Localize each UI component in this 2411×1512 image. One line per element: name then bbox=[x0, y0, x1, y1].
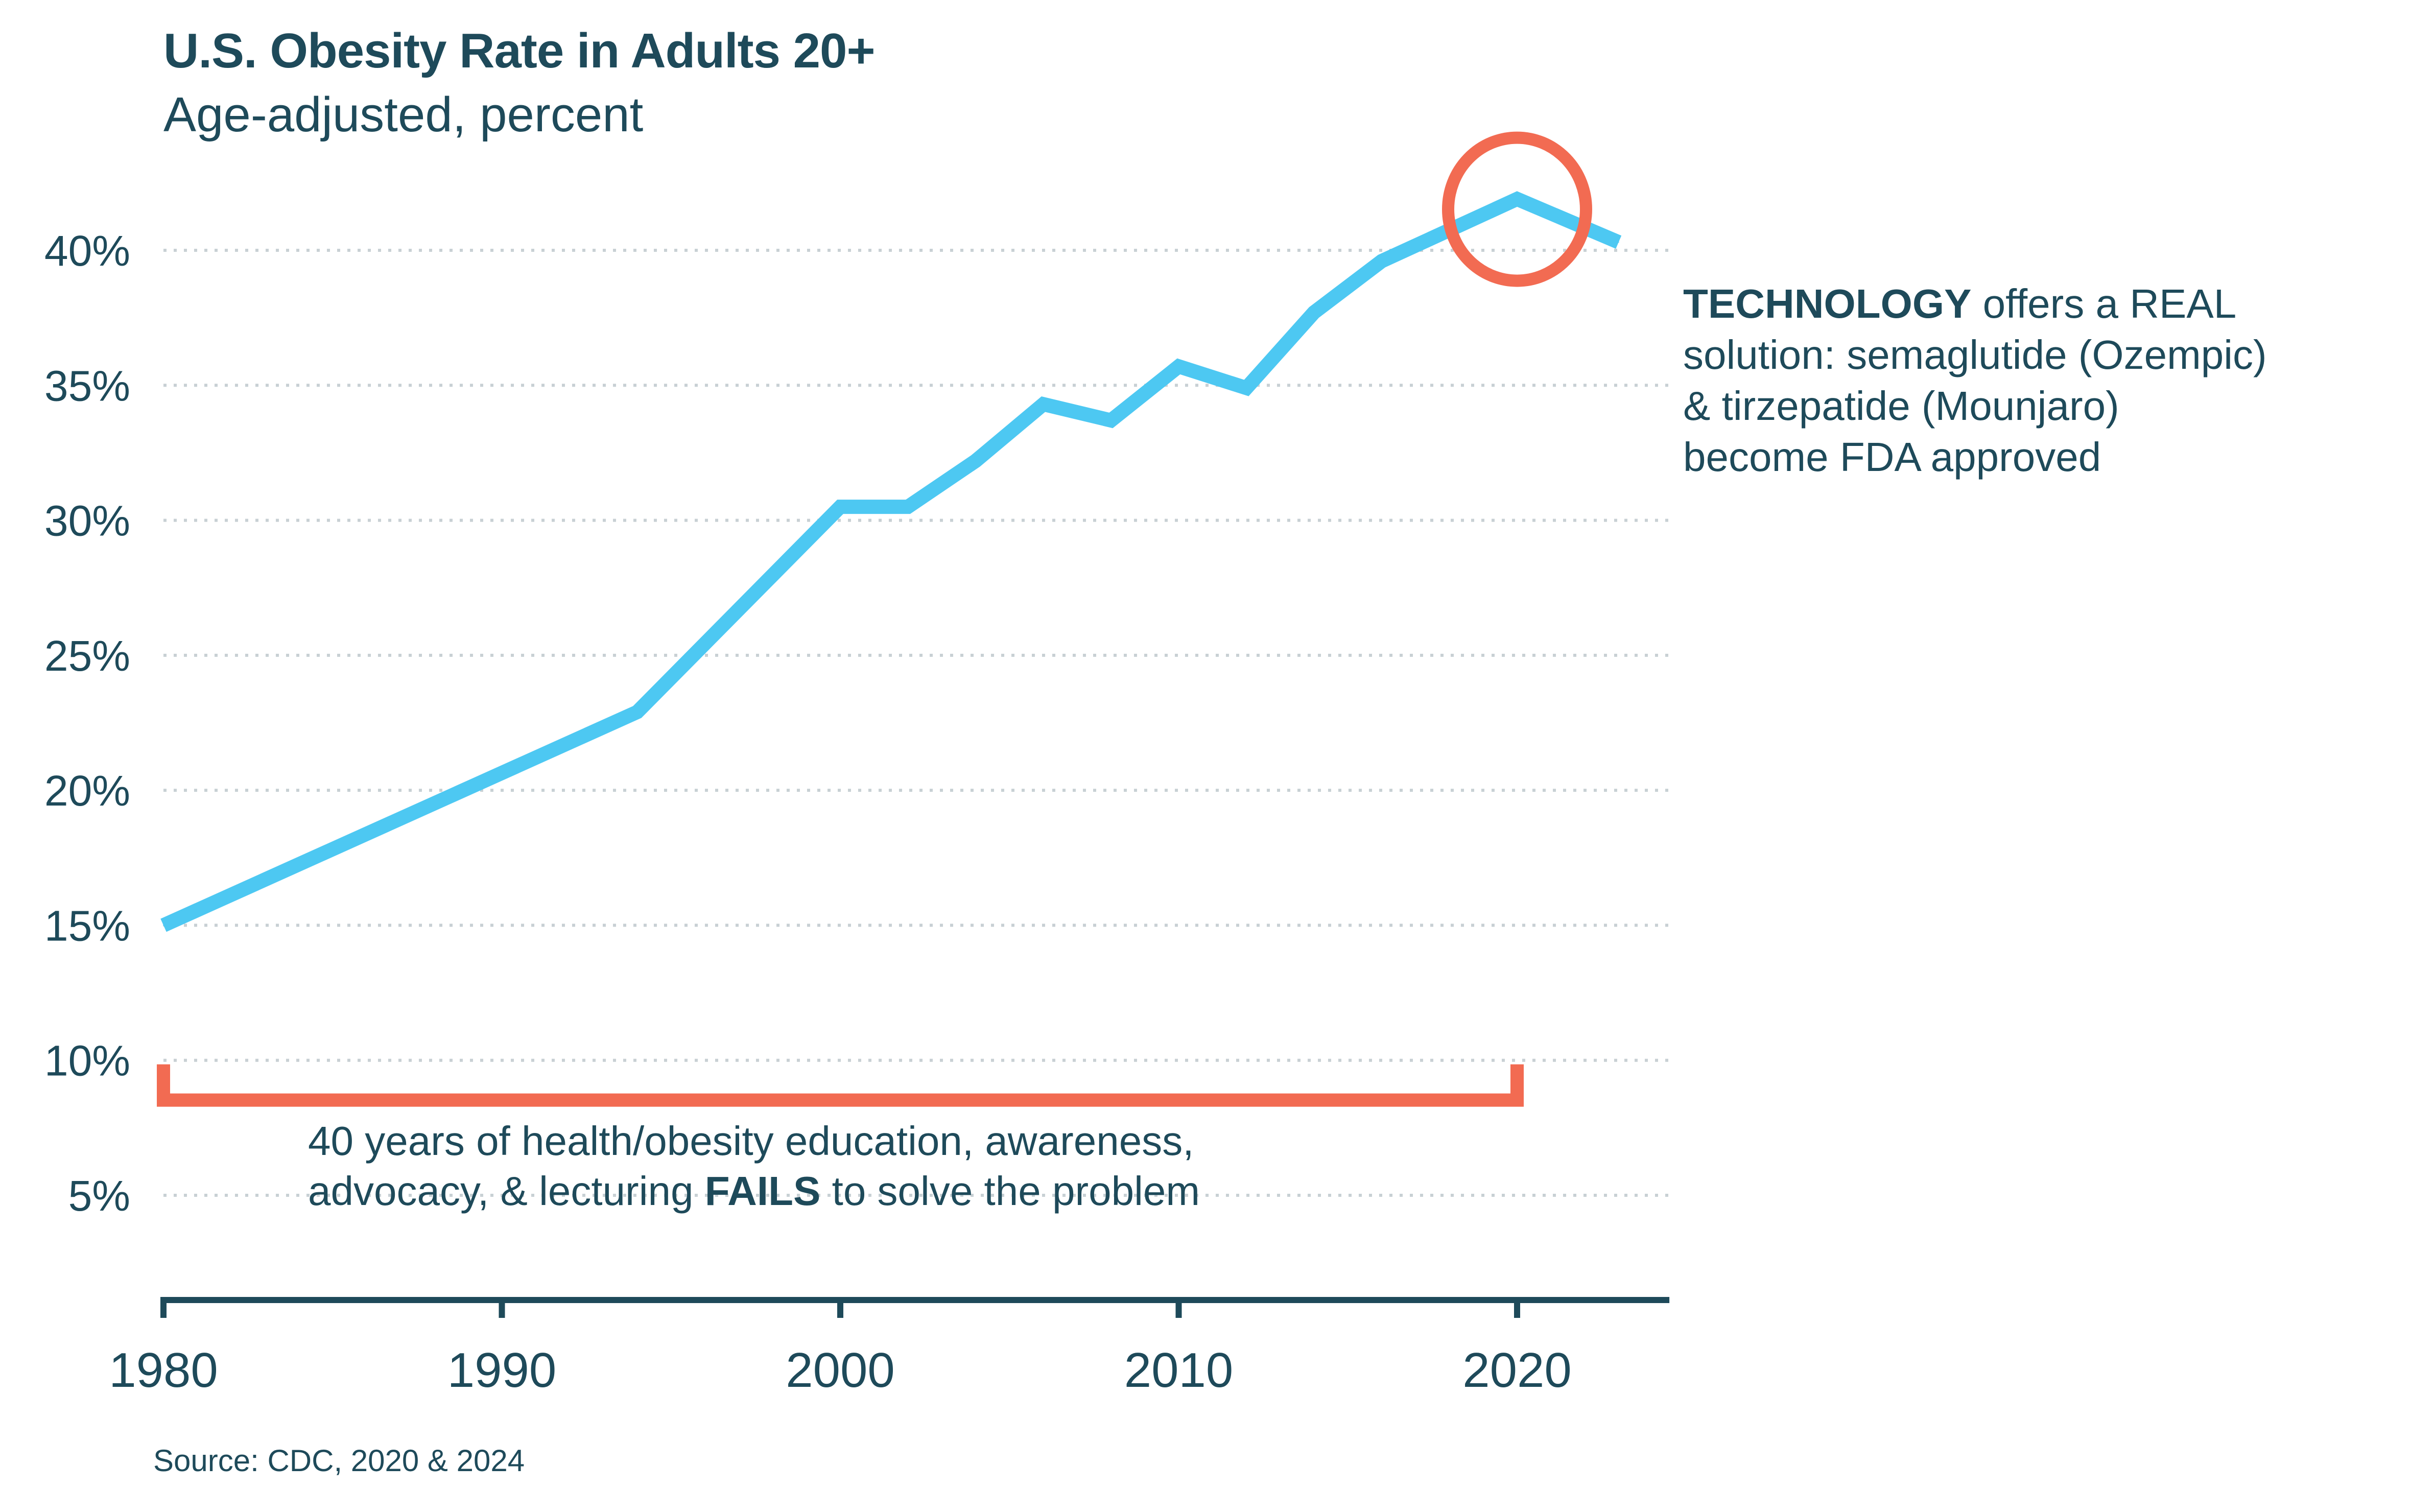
y-tick-label: 35% bbox=[44, 362, 130, 410]
data-point bbox=[907, 506, 909, 508]
data-point bbox=[1110, 420, 1112, 421]
y-tick-label: 10% bbox=[44, 1037, 130, 1085]
annotation-text: to solve the problem bbox=[820, 1168, 1200, 1214]
chart-subtitle: Age-adjusted, percent bbox=[163, 87, 644, 142]
chart-title: U.S. Obesity Rate in Adults 20+ bbox=[163, 23, 875, 78]
data-point bbox=[1246, 387, 1247, 389]
y-tick-label: 15% bbox=[44, 902, 130, 950]
x-tick-label: 2000 bbox=[786, 1343, 895, 1398]
annotation-text: solution: semaglutide (Ozempic) bbox=[1683, 332, 2267, 377]
annotation-bold-technology: TECHNOLOGY bbox=[1683, 281, 1972, 326]
bracket bbox=[157, 1064, 1524, 1107]
data-point bbox=[636, 711, 638, 713]
technology-annotation: TECHNOLOGY offers a REAL solution: semag… bbox=[1683, 278, 2408, 483]
education-annotation: 40 years of health/obesity education, aw… bbox=[308, 1116, 1483, 1216]
data-point bbox=[1313, 312, 1315, 313]
annotation-text: offers a REAL bbox=[1971, 281, 2237, 326]
data-point bbox=[163, 925, 164, 926]
annotation-text: 40 years of health/obesity education, aw… bbox=[308, 1118, 1194, 1164]
x-tick-label: 1980 bbox=[109, 1343, 218, 1398]
y-tick-label: 40% bbox=[44, 227, 130, 275]
series-line-obesity-rate bbox=[160, 191, 1622, 932]
data-point bbox=[975, 460, 976, 462]
y-tick-label: 30% bbox=[44, 497, 130, 545]
data-point bbox=[1381, 261, 1382, 262]
data-point bbox=[1517, 198, 1518, 200]
x-tick-label: 1990 bbox=[447, 1343, 557, 1398]
annotation-bold-fails: FAILS bbox=[704, 1168, 821, 1214]
x-tick-label: 2010 bbox=[1124, 1343, 1234, 1398]
data-point bbox=[1178, 366, 1179, 367]
x-tick-label: 2020 bbox=[1462, 1343, 1572, 1398]
data-point bbox=[1618, 242, 1619, 243]
y-tick-label: 5% bbox=[68, 1172, 130, 1220]
y-tick-label: 25% bbox=[44, 632, 130, 680]
y-tick-label: 20% bbox=[44, 767, 130, 815]
data-point bbox=[840, 506, 841, 508]
source-note: Source: CDC, 2020 & 2024 bbox=[153, 1444, 525, 1478]
data-point bbox=[1043, 404, 1044, 405]
annotation-text: & tirzepatide (Mounjaro) bbox=[1683, 383, 2119, 429]
annotation-text: become FDA approved bbox=[1683, 434, 2101, 480]
annotation-text: advocacy, & lecturing bbox=[308, 1168, 705, 1214]
highlight-circle bbox=[1442, 131, 1592, 287]
